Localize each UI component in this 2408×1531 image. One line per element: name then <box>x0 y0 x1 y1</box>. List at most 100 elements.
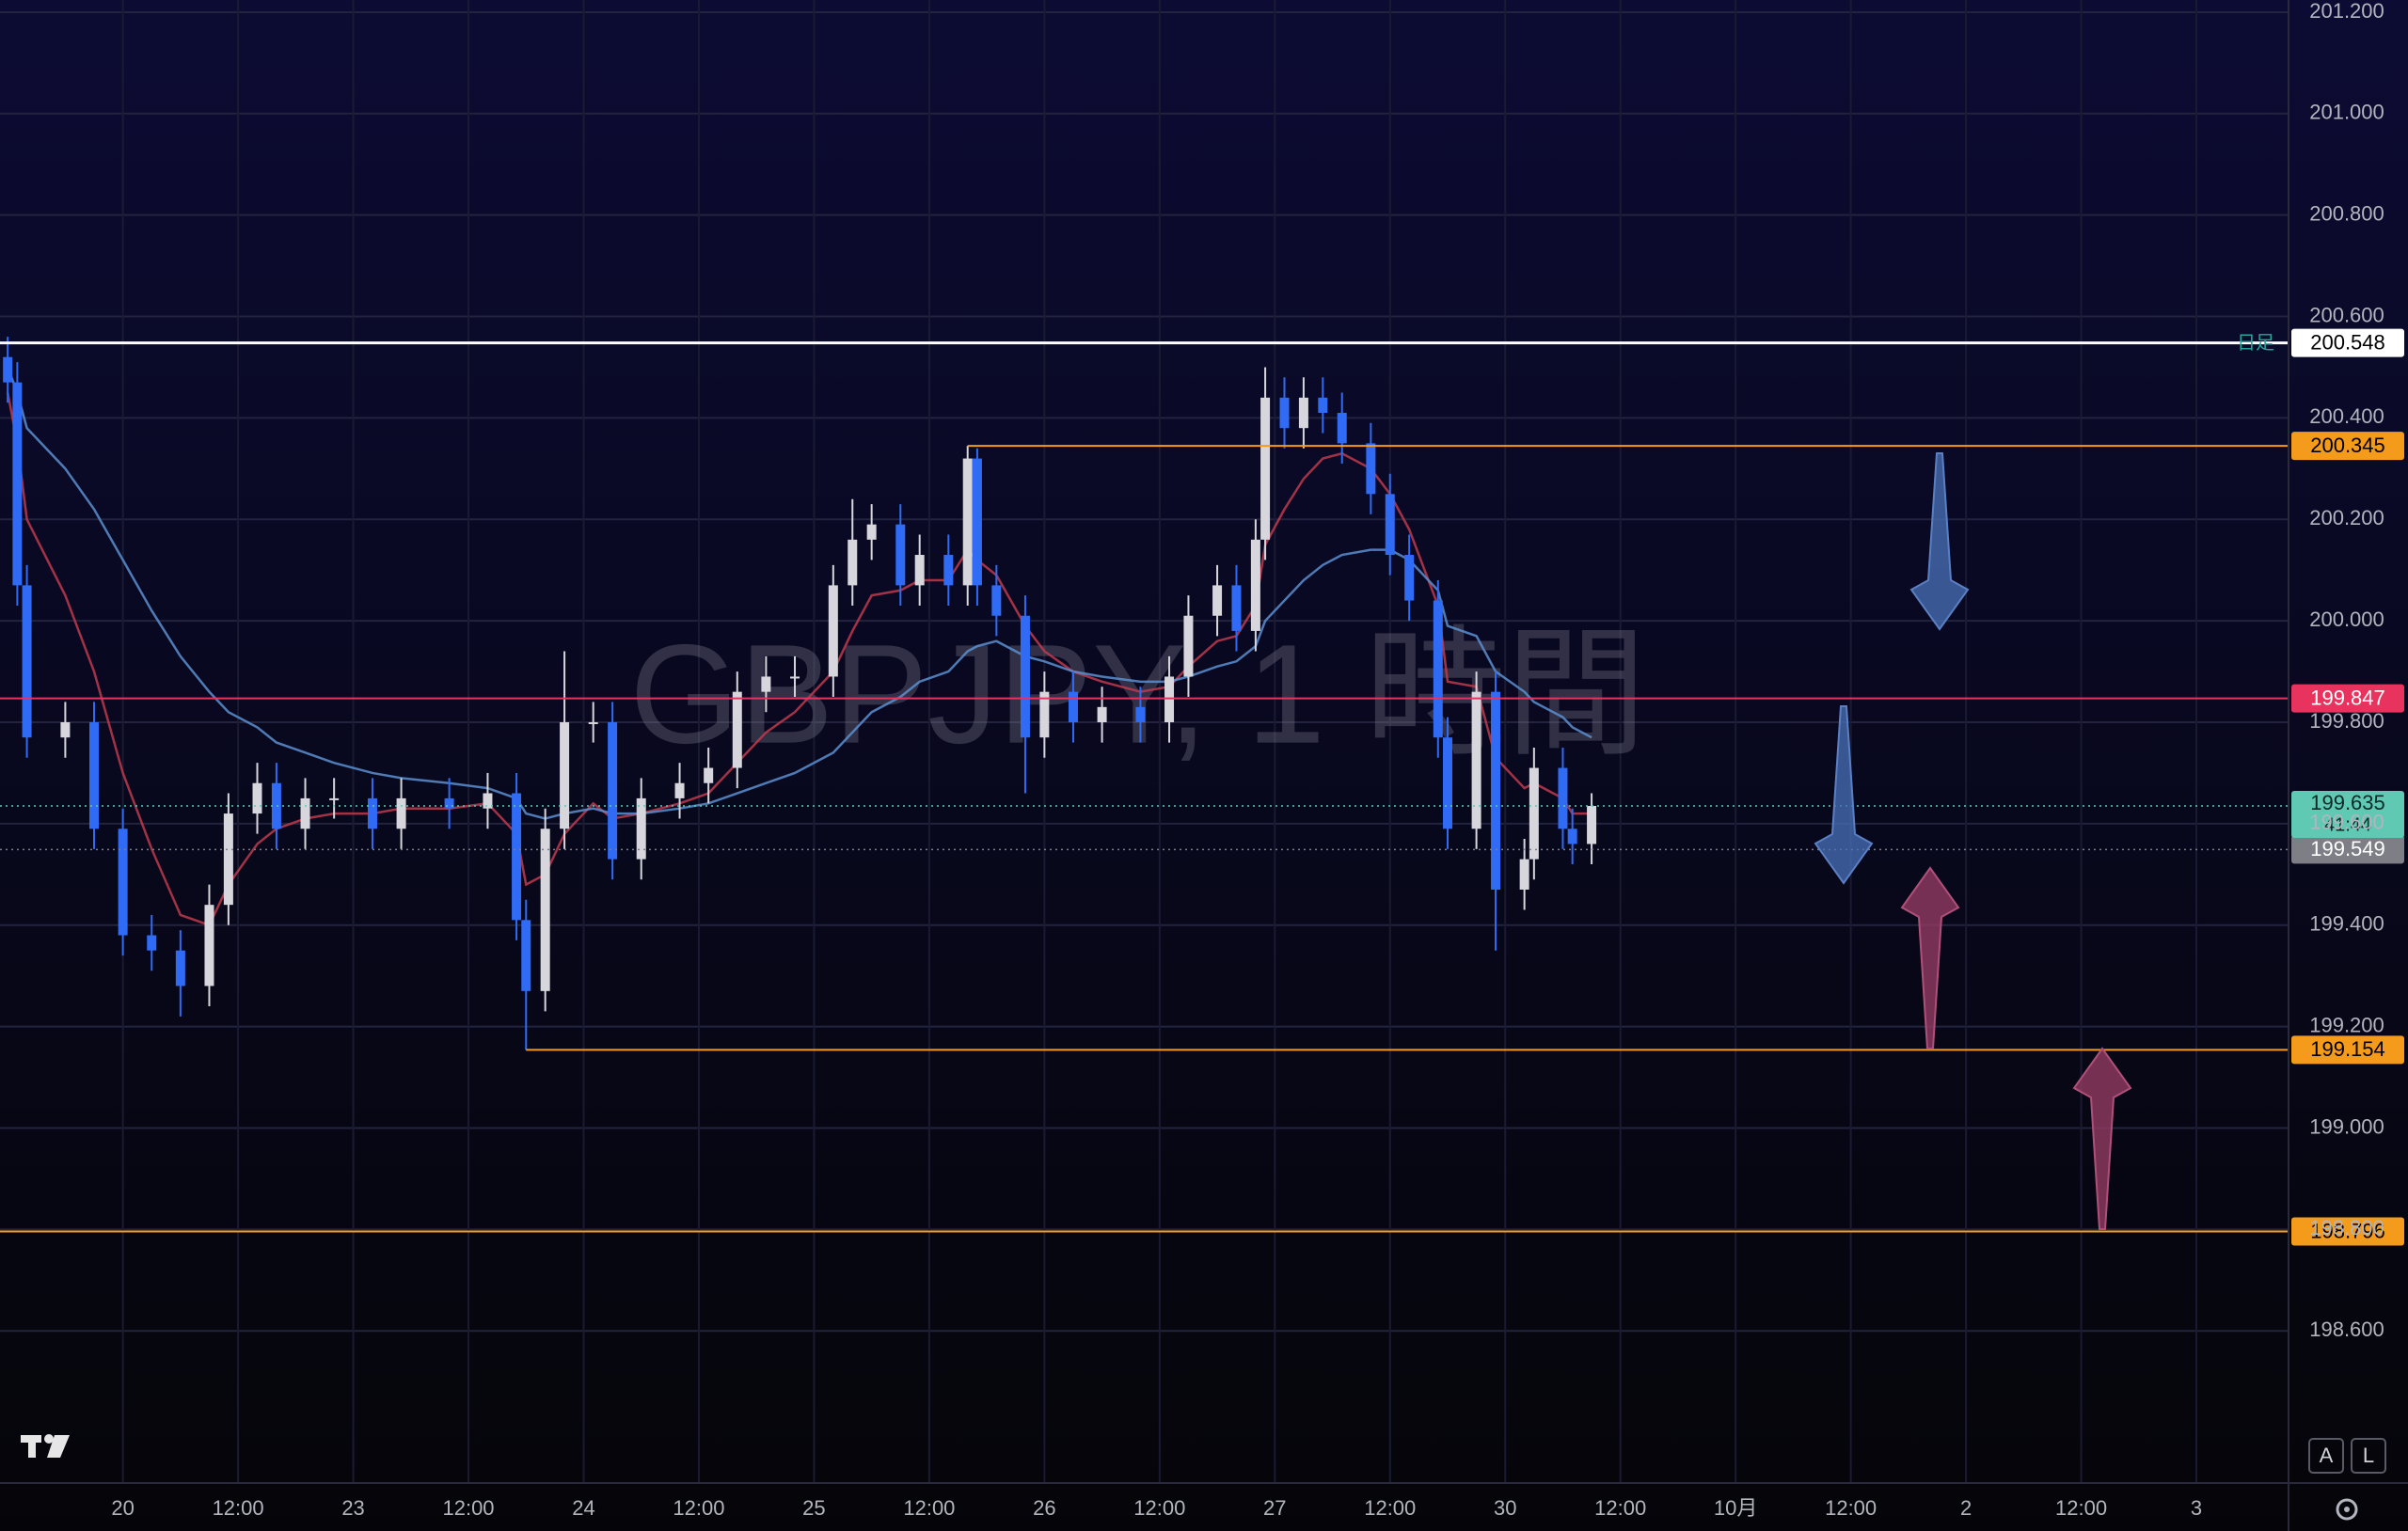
auto-label[interactable]: A <box>2320 1444 2334 1467</box>
candle-body <box>483 793 493 809</box>
y-tick-label: 201.200 <box>2309 0 2384 23</box>
candle-body <box>1471 691 1481 829</box>
candle-body <box>1164 676 1175 723</box>
candle-body <box>22 585 32 738</box>
candle-body <box>1491 691 1501 890</box>
candle-body <box>1279 397 1290 429</box>
x-tick-label: 24 <box>572 1496 594 1520</box>
down-arrow <box>1909 452 1970 631</box>
candle-body <box>761 676 771 692</box>
candle-body <box>521 920 531 991</box>
candle-body <box>962 458 973 586</box>
auto-button[interactable] <box>2308 1438 2344 1474</box>
candle-body <box>848 539 858 586</box>
candles <box>3 337 1597 1050</box>
candle-body <box>1558 767 1568 829</box>
candle-body <box>1231 585 1242 631</box>
candle-body <box>367 797 377 829</box>
price-levels: 200.548 日足 200.345 199.847 199.154 198.796 199… <box>0 328 2404 1246</box>
down-arrow <box>1814 705 1874 885</box>
y-tick-label: 198.600 <box>2309 1318 2384 1341</box>
candle-body <box>828 585 838 677</box>
candle-body <box>895 524 906 586</box>
candle-body <box>790 676 800 679</box>
logo-part <box>44 1434 54 1444</box>
up-arrow <box>1900 866 1960 1050</box>
price-level-label: 198.796 <box>2310 1219 2385 1242</box>
x-tick-label: 12:00 <box>2055 1496 2107 1520</box>
scale-buttons[interactable]: A L <box>2308 1438 2386 1521</box>
y-tick-label: 199.000 <box>2309 1114 2384 1138</box>
x-tick-label: 12:00 <box>903 1496 955 1520</box>
axes: 198.600 198.800 199.000 199.200 199.400 199.6… <box>111 0 2384 1520</box>
up-arrow <box>2072 1047 2132 1230</box>
candle-body <box>3 356 13 383</box>
y-tick-label: 200.800 <box>2309 201 2384 225</box>
settings-icon-center[interactable] <box>2344 1507 2350 1512</box>
candle-body <box>866 524 877 540</box>
y-tick-label: 199.200 <box>2309 1013 2384 1036</box>
log-button[interactable] <box>2351 1438 2386 1474</box>
settings-icon[interactable] <box>2336 1498 2358 1521</box>
candle-body <box>223 813 233 906</box>
candle-body <box>1183 615 1194 677</box>
log-label[interactable]: L <box>2363 1444 2374 1467</box>
candle-body <box>1529 767 1539 860</box>
candle-body <box>1020 615 1030 738</box>
candle-body <box>329 797 340 800</box>
x-tick-label: 12:00 <box>1594 1496 1646 1520</box>
candle-body <box>636 797 646 860</box>
x-tick-label: 23 <box>341 1496 364 1520</box>
y-tick-label: 200.200 <box>2309 506 2384 529</box>
candle-body <box>914 555 925 586</box>
candle-body <box>1260 397 1271 540</box>
candle-body <box>1337 413 1347 444</box>
candle-body <box>1519 859 1529 890</box>
candle-body <box>512 793 522 921</box>
y-tick-label: 199.600 <box>2309 811 2384 834</box>
prev-close-label: 199.549 <box>2310 837 2385 860</box>
y-tick-label: 200.600 <box>2309 303 2384 326</box>
candle-body <box>1097 706 1107 723</box>
prev-close-label-box <box>2291 835 2404 864</box>
y-tick-label: 200.400 <box>2309 404 2384 428</box>
candle-body <box>972 458 982 586</box>
price-level-label-box <box>2291 1035 2404 1065</box>
candle-body <box>732 691 742 768</box>
candle-body <box>674 782 685 798</box>
x-tick-label: 12:00 <box>213 1496 264 1520</box>
candle-body <box>991 585 1002 616</box>
x-tick-label: 26 <box>1033 1496 1055 1520</box>
x-tick-label: 3 <box>2191 1496 2202 1520</box>
candle-body <box>560 722 570 829</box>
candle-body <box>175 950 185 986</box>
candle-body <box>1587 805 1597 844</box>
x-tick-label: 10月 <box>1714 1496 1757 1520</box>
candle-body <box>540 829 550 991</box>
candle-body <box>1318 397 1328 414</box>
candle-body <box>12 382 23 586</box>
candle-body <box>1385 494 1395 556</box>
candle-body <box>1433 600 1443 738</box>
candle-body <box>943 555 954 586</box>
candle-body <box>1212 585 1223 616</box>
candle-body <box>444 797 454 809</box>
x-tick-label: 27 <box>1263 1496 1286 1520</box>
candle-body <box>588 722 598 725</box>
candle-body <box>1442 737 1452 829</box>
candle-body <box>1039 691 1050 738</box>
y-tick-label: 199.400 <box>2309 912 2384 936</box>
candle-body <box>608 722 618 860</box>
price-level-label: 199.154 <box>2310 1037 2385 1061</box>
x-tick-label: 25 <box>802 1496 825 1520</box>
price-level-label-box <box>2291 684 2404 713</box>
x-tick-label: 20 <box>111 1496 134 1520</box>
price-level-label-box <box>2291 432 2404 461</box>
x-tick-label: 12:00 <box>1133 1496 1185 1520</box>
candle-body <box>1366 443 1376 495</box>
candle-body <box>704 767 714 783</box>
candle-body <box>1298 397 1308 429</box>
